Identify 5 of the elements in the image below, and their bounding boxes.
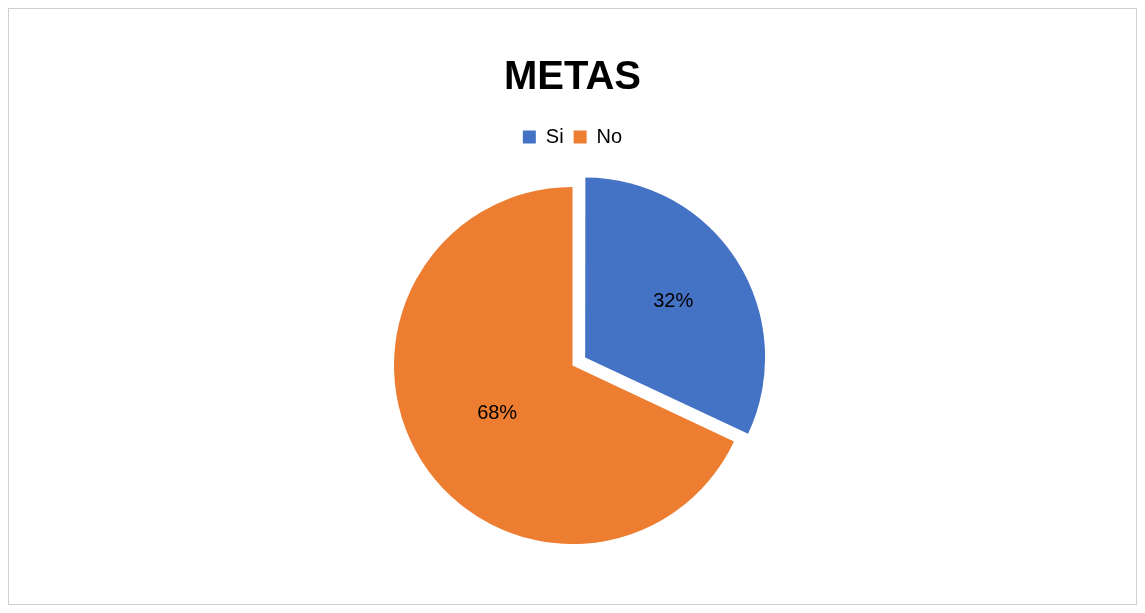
legend-label: Si — [545, 124, 564, 147]
chart-title: METAS — [503, 53, 642, 98]
legend-label: No — [596, 124, 623, 147]
data-label: 32% — [653, 289, 694, 312]
data-label: 68% — [477, 400, 518, 423]
